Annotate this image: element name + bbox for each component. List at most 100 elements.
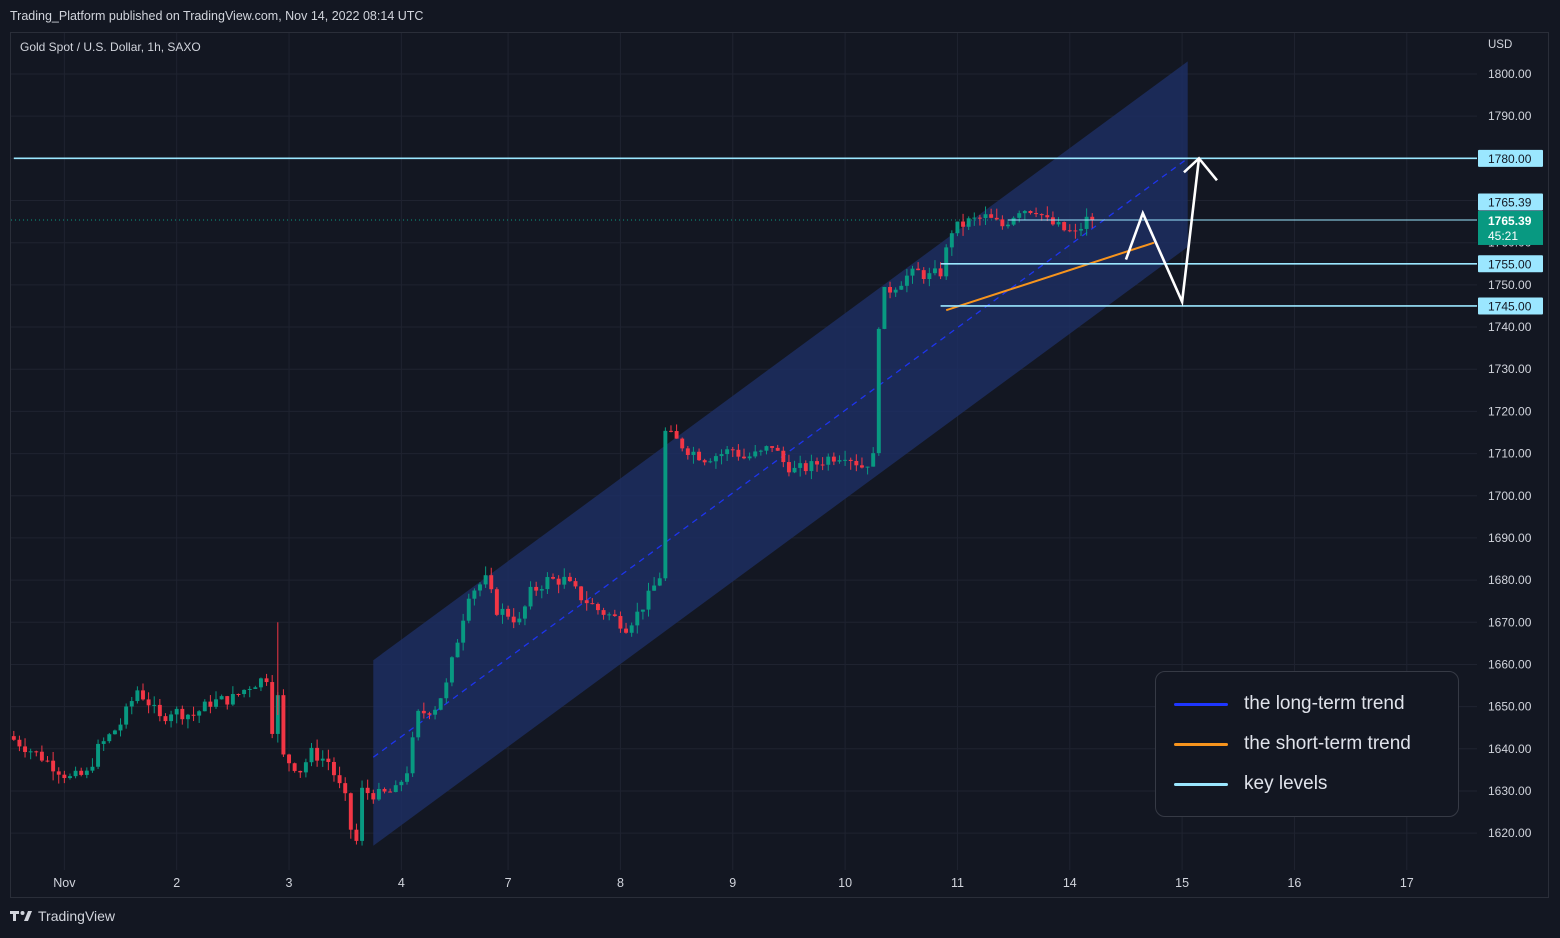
candle bbox=[376, 788, 381, 800]
candle bbox=[34, 751, 39, 753]
candle bbox=[399, 781, 404, 786]
candle bbox=[247, 688, 252, 690]
candle bbox=[56, 771, 61, 775]
candle bbox=[494, 589, 499, 615]
y-tick-label: 1630.00 bbox=[1488, 784, 1532, 798]
chart-legend: the long-term trend the short-term trend… bbox=[1155, 671, 1459, 817]
candle bbox=[1084, 216, 1089, 229]
candle bbox=[579, 586, 584, 601]
last-price-badge bbox=[1478, 210, 1543, 245]
candle bbox=[652, 585, 657, 591]
candle bbox=[831, 456, 836, 462]
candle bbox=[1022, 210, 1027, 214]
candle bbox=[1011, 217, 1016, 225]
candle bbox=[921, 270, 926, 280]
candle bbox=[472, 590, 477, 599]
candle bbox=[343, 783, 348, 794]
candle bbox=[253, 687, 258, 689]
candle bbox=[320, 758, 325, 761]
candle bbox=[612, 614, 617, 617]
candle bbox=[393, 785, 398, 793]
legend-item-short-term: the short-term trend bbox=[1174, 733, 1411, 755]
tradingview-logo-icon bbox=[10, 911, 32, 921]
candle bbox=[865, 466, 870, 468]
candle bbox=[360, 787, 365, 841]
candle bbox=[904, 275, 909, 286]
candle bbox=[820, 464, 825, 466]
x-tick-label: 11 bbox=[951, 876, 964, 890]
candle bbox=[444, 682, 449, 699]
candle bbox=[354, 829, 359, 841]
candle bbox=[545, 577, 550, 590]
candle bbox=[624, 628, 629, 633]
chart-frame[interactable] bbox=[10, 32, 1549, 898]
candle bbox=[916, 268, 921, 271]
candle bbox=[1028, 210, 1033, 214]
candle bbox=[517, 618, 522, 623]
candle bbox=[28, 751, 33, 753]
candle bbox=[68, 776, 72, 779]
candle bbox=[101, 741, 106, 744]
x-tick-label: 15 bbox=[1175, 876, 1189, 890]
y-tick-label: 1710.00 bbox=[1488, 447, 1532, 461]
candle bbox=[719, 454, 724, 457]
candle bbox=[84, 770, 89, 775]
candle bbox=[421, 710, 426, 714]
candle bbox=[747, 456, 752, 459]
legend-label-short-term: the short-term trend bbox=[1244, 733, 1411, 754]
candle bbox=[169, 714, 174, 722]
x-tick-label: 17 bbox=[1400, 876, 1414, 890]
candle bbox=[337, 775, 342, 784]
candle bbox=[242, 689, 247, 695]
candle bbox=[1000, 219, 1005, 227]
candle bbox=[607, 614, 612, 616]
candle bbox=[1050, 217, 1055, 225]
candle bbox=[163, 716, 168, 722]
y-tick-label: 1700.00 bbox=[1488, 489, 1532, 503]
candle bbox=[983, 214, 988, 219]
x-tick-label: 16 bbox=[1287, 876, 1301, 890]
candle bbox=[618, 616, 623, 629]
candle bbox=[562, 576, 567, 585]
legend-label-key-levels: key levels bbox=[1244, 773, 1328, 794]
candle bbox=[416, 710, 421, 738]
candle bbox=[961, 221, 966, 227]
candle bbox=[483, 575, 488, 585]
y-tick-label: 1680.00 bbox=[1488, 573, 1532, 587]
candle bbox=[944, 247, 949, 277]
candle bbox=[79, 770, 84, 775]
x-tick-label: Nov bbox=[53, 876, 76, 890]
candle bbox=[185, 714, 190, 720]
candle bbox=[112, 730, 117, 735]
last-price-value: 1765.39 bbox=[1488, 214, 1532, 228]
candle bbox=[500, 608, 505, 615]
candle bbox=[730, 449, 735, 451]
candle bbox=[107, 734, 112, 742]
candle bbox=[595, 603, 600, 611]
candle bbox=[388, 791, 393, 793]
candle bbox=[888, 287, 893, 293]
footer-brand-text: TradingView bbox=[38, 908, 116, 924]
candle bbox=[202, 701, 207, 712]
candle bbox=[118, 724, 123, 731]
candle bbox=[236, 694, 241, 696]
candle bbox=[62, 774, 67, 779]
x-tick-label: 3 bbox=[286, 876, 293, 890]
candle bbox=[803, 463, 808, 472]
legend-label-long-term: the long-term trend bbox=[1244, 693, 1405, 714]
candle bbox=[1017, 213, 1022, 218]
candle bbox=[141, 690, 145, 700]
candle bbox=[629, 625, 634, 633]
key-level-price-tag-label: 1780.00 bbox=[1488, 152, 1532, 166]
candle bbox=[264, 678, 269, 683]
candle bbox=[742, 456, 746, 459]
candle bbox=[1039, 214, 1044, 216]
candle bbox=[590, 603, 595, 605]
candle bbox=[882, 287, 887, 329]
candle bbox=[910, 268, 915, 276]
candle bbox=[669, 430, 673, 432]
candle bbox=[534, 586, 539, 591]
footer-brand[interactable]: TradingView bbox=[10, 908, 115, 924]
candle bbox=[180, 708, 185, 720]
